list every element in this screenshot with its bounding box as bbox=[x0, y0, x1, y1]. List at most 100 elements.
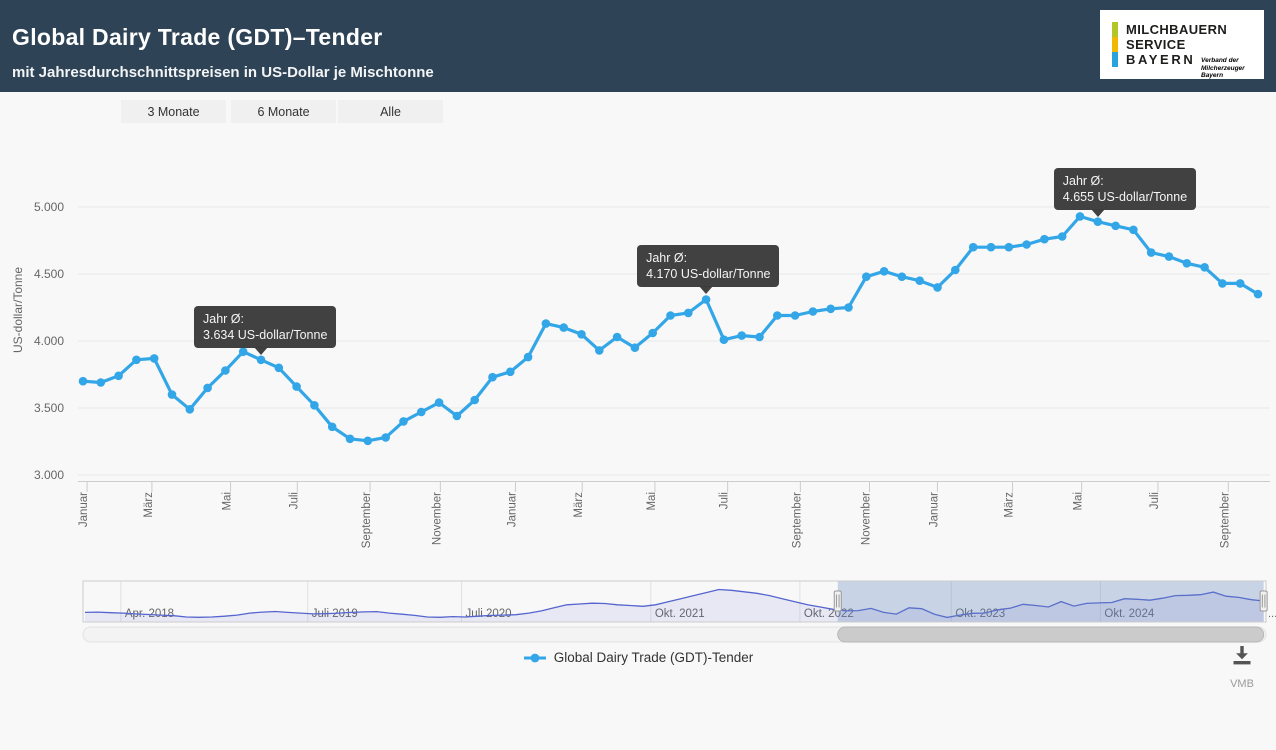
gdt-series-marker bbox=[808, 307, 818, 316]
gdt-series-marker bbox=[221, 366, 230, 375]
gdt-series-marker bbox=[559, 323, 568, 332]
gdt-series-marker bbox=[666, 311, 675, 320]
export-block: VMB bbox=[1222, 645, 1262, 690]
gdt-series-marker bbox=[1040, 234, 1049, 244]
gdt-series-marker bbox=[879, 267, 889, 276]
navigator-date-label: Okt. 2024 bbox=[1104, 608, 1154, 620]
legend-label: Global Dairy Trade (GDT)-Tender bbox=[553, 650, 754, 665]
x-axis-month-label: Januar bbox=[506, 492, 518, 527]
y-axis-label: 4.000 bbox=[34, 334, 64, 348]
gdt-series-marker bbox=[1253, 289, 1263, 299]
gdt-series-marker bbox=[684, 308, 693, 318]
gdt-series-marker bbox=[1004, 242, 1014, 252]
gdt-series-marker bbox=[96, 378, 106, 387]
gdt-series-marker bbox=[844, 303, 853, 312]
navigator-overflow-label: ... bbox=[1268, 608, 1276, 620]
logo-line-1: MILCHBAUERN bbox=[1126, 22, 1228, 37]
chart-subtitle: mit Jahresdurchschnittspreisen in US-Dol… bbox=[12, 64, 434, 81]
x-axis-month-label: März bbox=[573, 492, 585, 518]
gdt-series-marker bbox=[1146, 248, 1156, 257]
gdt-series-marker bbox=[737, 331, 746, 340]
y-axis-label: 3.500 bbox=[34, 401, 64, 415]
x-axis-month-label: September bbox=[361, 492, 373, 548]
gdt-series-marker bbox=[577, 330, 586, 339]
gdt-series-marker bbox=[773, 311, 782, 320]
gdt-series-marker bbox=[1111, 221, 1120, 231]
x-axis-month-label: November bbox=[860, 492, 872, 545]
gdt-series-marker bbox=[1129, 225, 1138, 235]
gdt-series-marker bbox=[595, 346, 604, 355]
gdt-series-marker bbox=[488, 372, 497, 382]
gdt-series-marker bbox=[452, 411, 462, 421]
logo-wordmark: MILCHBAUERN SERVICE BAYERN bbox=[1126, 22, 1227, 67]
gdt-series-marker bbox=[167, 390, 177, 399]
gdt-series-marker bbox=[648, 328, 657, 338]
x-axis-month-label: September bbox=[791, 492, 803, 548]
gdt-series-marker bbox=[1075, 212, 1085, 221]
gdt-series-marker bbox=[523, 352, 533, 362]
gdt-series-marker bbox=[826, 304, 835, 314]
gdt-series-marker bbox=[399, 417, 408, 426]
chart-header: Global Dairy Trade (GDT)–Tender mit Jahr… bbox=[0, 0, 1276, 92]
x-axis-month-label: Mai bbox=[222, 492, 234, 511]
navigator-line bbox=[84, 588, 1265, 619]
gdt-series-marker bbox=[185, 405, 195, 414]
gdt-series-marker bbox=[933, 283, 942, 292]
vmb-credit: VMB bbox=[1230, 678, 1254, 690]
navigator-date-label: Juli 2020 bbox=[466, 608, 512, 620]
range-button-6-monate[interactable]: 6 Monate bbox=[231, 100, 336, 123]
x-axis-month-label: Januar bbox=[928, 492, 940, 527]
gdt-series-marker bbox=[1093, 217, 1103, 226]
gdt-series-marker bbox=[256, 355, 266, 365]
gdt-series-marker bbox=[274, 363, 284, 373]
navigator-left-handle[interactable] bbox=[833, 590, 842, 612]
gdt-series-marker bbox=[897, 272, 907, 282]
y-axis-label: 3.000 bbox=[34, 468, 64, 482]
range-button-3-monate[interactable]: 3 Monate bbox=[121, 100, 226, 123]
navigator-date-label: Okt. 2021 bbox=[655, 608, 705, 620]
logo-line-3: BAYERN bbox=[1126, 52, 1196, 67]
gdt-series-marker bbox=[612, 332, 622, 342]
gdt-series-marker bbox=[1235, 279, 1245, 288]
logo-color-bar-icon bbox=[1112, 22, 1118, 67]
gdt-series-marker bbox=[1218, 279, 1227, 288]
gdt-series-marker bbox=[417, 407, 426, 417]
gdt-series-marker bbox=[790, 311, 800, 320]
gdt-series-marker bbox=[1057, 232, 1067, 241]
gdt-series-marker bbox=[1182, 259, 1192, 268]
gdt-series-marker bbox=[862, 272, 871, 282]
annotation-jahr-durchschnitt: Jahr Ø: 3.634 US-dollar/Tonne bbox=[194, 305, 337, 348]
gdt-series-marker bbox=[78, 376, 88, 386]
gdt-series-marker bbox=[968, 242, 978, 252]
legend-item-gdt-tender[interactable]: Global Dairy Trade (GDT)-Tender bbox=[523, 650, 754, 665]
gdt-series-marker bbox=[363, 436, 373, 446]
gdt-series-marker bbox=[951, 265, 960, 275]
navigator-right-handle[interactable] bbox=[1259, 590, 1268, 612]
annotation-pointer bbox=[1090, 208, 1105, 217]
x-axis-month-label: Juli bbox=[719, 492, 731, 509]
x-axis-month-label: November bbox=[431, 492, 443, 545]
gdt-series-marker bbox=[701, 295, 711, 304]
navigator-selected-range[interactable] bbox=[837, 581, 1264, 622]
x-axis-month-label: März bbox=[1004, 492, 1016, 518]
gdt-series-marker bbox=[1164, 252, 1174, 261]
y-axis-label: 5.000 bbox=[34, 200, 64, 214]
range-button-alle[interactable]: Alle bbox=[338, 100, 443, 123]
legend-series-symbol bbox=[523, 653, 546, 662]
gdt-series-marker bbox=[381, 433, 391, 442]
annotation-jahr-durchschnitt: Jahr Ø: 4.170 US-dollar/Tonne bbox=[637, 245, 780, 288]
gdt-series-marker bbox=[1200, 263, 1209, 272]
x-axis-month-label: Januar bbox=[78, 492, 90, 527]
legend: Global Dairy Trade (GDT)-Tender bbox=[0, 650, 1276, 665]
gdt-series-marker bbox=[541, 319, 551, 328]
gdt-series-marker bbox=[149, 354, 159, 363]
x-axis-month-label: März bbox=[143, 492, 155, 518]
gdt-series-marker bbox=[506, 367, 515, 377]
x-axis-month-label: September bbox=[1219, 492, 1231, 548]
download-icon[interactable] bbox=[1230, 645, 1254, 666]
milchbauern-service-bayern-logo: MILCHBAUERN SERVICE BAYERN Verband der M… bbox=[1100, 10, 1264, 79]
scrollbar-thumb[interactable] bbox=[837, 626, 1265, 643]
annotation-pointer bbox=[254, 346, 269, 355]
gdt-series-marker bbox=[1022, 240, 1031, 249]
